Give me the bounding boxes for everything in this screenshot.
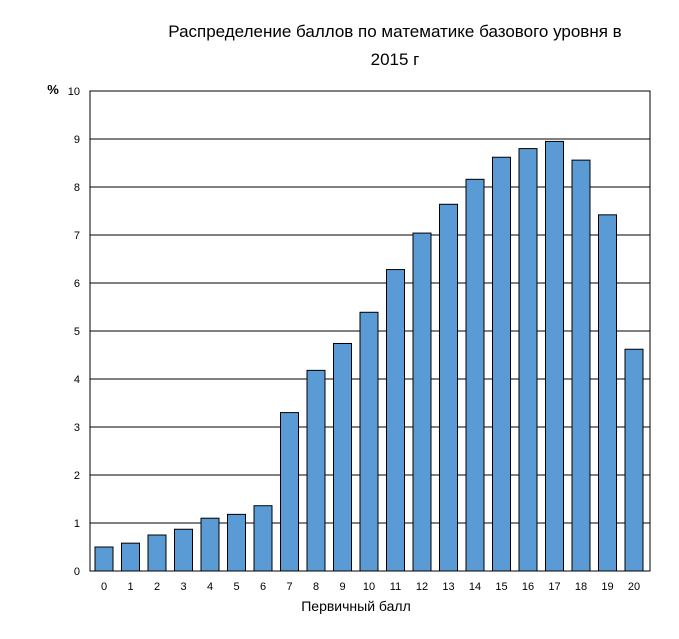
bar-10 xyxy=(359,311,379,572)
y-tick-label: 7 xyxy=(74,230,80,242)
chart-title: Распределение баллов по математике базов… xyxy=(168,22,622,69)
x-tick-label: 2 xyxy=(154,581,160,593)
bar-14 xyxy=(465,178,485,572)
x-tick-label: 13 xyxy=(442,581,454,593)
bar-11 xyxy=(386,269,405,572)
x-tick-label: 7 xyxy=(286,581,292,593)
x-axis-label: Первичный балл xyxy=(301,598,411,614)
x-tick-label: 5 xyxy=(233,581,239,593)
y-axis-ticks: 0 1 2 3 4 5 6 7 8 9 10 xyxy=(68,86,80,578)
bar-2 xyxy=(147,534,167,572)
x-tick-label: 0 xyxy=(101,581,107,593)
bar-16 xyxy=(518,148,538,572)
x-tick-label: 4 xyxy=(207,581,213,593)
bar-8 xyxy=(306,369,326,572)
x-tick-label: 16 xyxy=(522,581,534,593)
y-tick-label: 0 xyxy=(74,566,80,578)
x-tick-label: 9 xyxy=(339,581,345,593)
x-tick-label: 3 xyxy=(180,581,186,593)
y-tick-label: 6 xyxy=(74,278,80,290)
bar-4 xyxy=(200,517,220,572)
bar-3 xyxy=(174,528,193,572)
bar-0 xyxy=(94,546,114,572)
bar-13 xyxy=(439,203,458,572)
bar-20 xyxy=(624,348,644,572)
bar-18 xyxy=(571,159,591,572)
bar-17 xyxy=(545,140,564,572)
bar-15 xyxy=(492,156,511,572)
x-tick-label: 18 xyxy=(575,581,587,593)
x-tick-label: 11 xyxy=(390,581,401,593)
bar-12 xyxy=(412,232,432,572)
y-tick-label: 2 xyxy=(74,470,80,482)
y-tick-label: 8 xyxy=(74,182,80,194)
bars xyxy=(94,140,644,572)
plot-frame xyxy=(89,90,651,572)
x-axis-ticks: 0 1 2 3 4 5 6 7 8 9 10 11 12 13 14 15 16 17 18 19 20 xyxy=(101,581,640,593)
y-tick-label: 9 xyxy=(74,134,80,146)
bar-9 xyxy=(333,342,352,572)
x-tick-label: 19 xyxy=(601,581,613,593)
y-tick-label: 10 xyxy=(68,86,80,98)
bar-7 xyxy=(280,412,299,572)
x-tick-label: 14 xyxy=(469,581,481,593)
x-tick-label: 6 xyxy=(260,581,266,593)
x-tick-label: 8 xyxy=(313,581,319,593)
x-tick-label: 15 xyxy=(495,581,507,593)
bar-5 xyxy=(227,513,246,572)
y-tick-label: 5 xyxy=(74,326,80,338)
y-tick-label: 3 xyxy=(74,422,80,434)
x-tick-label: 12 xyxy=(416,581,428,593)
bar-1 xyxy=(121,542,140,572)
x-tick-label: 10 xyxy=(363,581,375,593)
y-tick-label: 4 xyxy=(74,374,80,386)
y-tick-label: 1 xyxy=(74,518,80,530)
bar-6 xyxy=(253,505,273,572)
x-tick-label: 20 xyxy=(628,581,640,593)
bar-19 xyxy=(598,214,617,572)
x-tick-label: 17 xyxy=(548,581,560,593)
x-tick-label: 1 xyxy=(127,581,133,593)
y-axis-label: % xyxy=(47,82,59,97)
